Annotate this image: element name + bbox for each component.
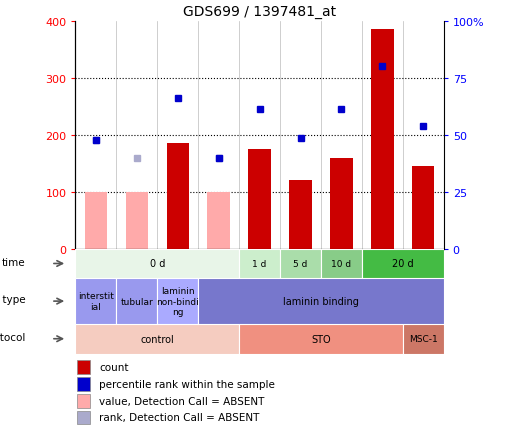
Text: 10 d: 10 d [331, 260, 351, 268]
Bar [361, 249, 443, 279]
Text: tubular: tubular [120, 297, 153, 306]
Text: interstit
ial: interstit ial [78, 292, 114, 311]
Text: 1 d: 1 d [252, 260, 266, 268]
Text: cell type: cell type [0, 294, 25, 304]
Bar [75, 324, 239, 354]
Bar [76, 394, 90, 408]
Bar [289, 181, 311, 249]
Bar [402, 324, 443, 354]
Bar [371, 30, 393, 249]
Text: growth protocol: growth protocol [0, 332, 25, 342]
Text: value, Detection Call = ABSENT: value, Detection Call = ABSENT [99, 396, 264, 406]
Bar [166, 192, 189, 249]
Bar [239, 324, 402, 354]
Bar [157, 279, 198, 324]
Text: time: time [2, 257, 25, 267]
Text: rank, Detection Call = ABSENT: rank, Detection Call = ABSENT [99, 413, 259, 422]
Bar [76, 411, 90, 424]
Bar [75, 249, 239, 279]
Bar [116, 279, 157, 324]
Bar [76, 361, 90, 374]
Title: GDS699 / 1397481_at: GDS699 / 1397481_at [183, 5, 335, 19]
Bar [329, 158, 352, 249]
Text: count: count [99, 362, 129, 372]
Bar [84, 192, 107, 249]
Bar [411, 167, 434, 249]
Text: MSC-1: MSC-1 [408, 335, 437, 343]
Bar [75, 279, 116, 324]
Bar [320, 249, 361, 279]
Bar [207, 192, 230, 249]
Bar [166, 144, 189, 249]
Text: laminin
non-bindi
ng: laminin non-bindi ng [156, 286, 199, 316]
Text: STO: STO [310, 334, 330, 344]
Bar [76, 377, 90, 391]
Text: 20 d: 20 d [391, 259, 413, 269]
Text: 0 d: 0 d [149, 259, 165, 269]
Text: control: control [140, 334, 174, 344]
Bar [125, 192, 148, 249]
Text: laminin binding: laminin binding [282, 296, 358, 306]
Bar [248, 150, 270, 249]
Text: percentile rank within the sample: percentile rank within the sample [99, 379, 275, 389]
Text: 5 d: 5 d [293, 260, 307, 268]
Bar [239, 249, 279, 279]
Bar [198, 279, 443, 324]
Bar [279, 249, 320, 279]
